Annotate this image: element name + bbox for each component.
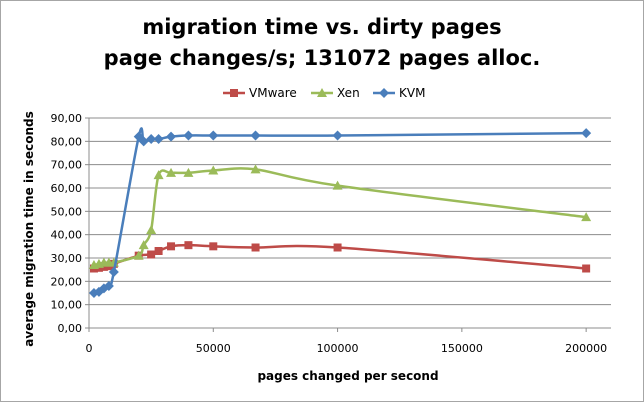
y-tick-label-8: 80,00 (51, 135, 83, 148)
legend-label-vmware: VMware (249, 86, 297, 100)
data-point-kvm-12 (250, 130, 261, 141)
chart-title-line-2: page changes/s; 131072 pages alloc. (104, 46, 541, 70)
y-tick-label-3: 30,00 (51, 252, 83, 265)
data-point-kvm-4 (108, 267, 119, 277)
y-tick-label-7: 70,00 (51, 159, 83, 172)
data-point-vmware-6 (147, 250, 156, 259)
data-point-vmware-12 (333, 243, 342, 252)
data-point-kvm-8 (153, 134, 164, 144)
y-tick-label-4: 40,00 (51, 229, 83, 242)
data-point-vmware-2 (99, 262, 108, 271)
y-tick-label-9: 90,00 (51, 112, 83, 125)
data-point-xen-5 (133, 250, 144, 260)
data-point-xen-8 (153, 170, 164, 180)
data-point-kvm-3 (103, 281, 114, 291)
data-point-xen-13 (332, 180, 343, 190)
chart-title-line-1: migration time vs. dirty pages (142, 15, 501, 39)
x-tick-label-1: 50000 (196, 342, 231, 355)
y-tick-label-6: 60,00 (51, 182, 83, 195)
data-point-vmware-11 (251, 243, 260, 252)
data-point-kvm-14 (581, 128, 592, 139)
data-point-vmware-13 (582, 264, 591, 273)
data-point-kvm-6 (138, 136, 149, 147)
legend-item-xen: Xen (311, 86, 360, 100)
y-tick-label-1: 10,00 (51, 299, 83, 312)
data-point-kvm-11 (208, 130, 219, 141)
series-line-kvm (93, 127, 587, 295)
series-group (88, 127, 592, 298)
legend-label-xen: Xen (337, 86, 360, 100)
data-point-vmware-7 (154, 247, 163, 255)
x-tick-label-0: 0 (86, 342, 93, 355)
data-point-xen-9 (166, 167, 177, 177)
x-axis-title: pages changed per second (257, 369, 438, 383)
data-point-xen-10 (183, 167, 194, 177)
legend-marker-kvm (379, 88, 389, 98)
data-point-vmware-9 (184, 241, 193, 250)
legend: VMware Xen KVM (223, 86, 425, 100)
grid-lines (89, 117, 611, 306)
data-point-vmware-10 (209, 242, 218, 251)
data-point-xen-11 (208, 165, 219, 175)
legend-item-kvm: KVM (373, 86, 425, 100)
legend-marker-vmware (230, 89, 238, 97)
x-tick-label-2: 100000 (317, 342, 359, 355)
y-tick-label-5: 50,00 (51, 205, 83, 218)
legend-item-vmware: VMware (223, 86, 297, 100)
data-point-kvm-10 (183, 130, 194, 141)
y-tick-label-2: 20,00 (51, 275, 83, 288)
data-point-kvm-13 (332, 130, 343, 141)
legend-marker-xen (317, 88, 327, 97)
data-point-xen-12 (250, 164, 261, 174)
axes: 0,00 10,00 20,00 30,00 40,00 50,00 60,00 70,00 8… (51, 112, 611, 355)
data-point-kvm-7 (146, 134, 157, 144)
data-point-xen-6 (138, 240, 149, 250)
data-point-xen-7 (146, 225, 157, 234)
y-axis-title: average migration time in seconds (22, 111, 36, 346)
x-tick-label-4: 200000 (565, 342, 607, 355)
y-tick-label-0: 0,00 (58, 322, 83, 335)
data-point-vmware-8 (167, 242, 176, 251)
legend-label-kvm: KVM (399, 86, 425, 100)
data-point-kvm-9 (166, 131, 177, 142)
data-point-xen-14 (581, 212, 592, 222)
x-tick-label-3: 150000 (441, 342, 483, 355)
